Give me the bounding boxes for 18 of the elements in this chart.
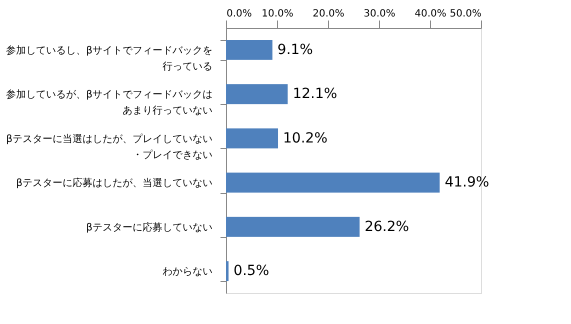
x-tick-label: 0.0% <box>226 8 252 20</box>
x-tick-label: 10.0% <box>262 8 294 20</box>
x-tick-label: 40.0% <box>414 8 446 20</box>
data-label: 10.2% <box>283 130 328 146</box>
y-tick-label: βテスターに応募はしたが、当選していない <box>16 177 212 190</box>
y-tick-label: 参加しているし、βサイトでフィードバックを行っている <box>6 44 212 72</box>
data-label: 26.2% <box>364 218 410 235</box>
y-tick-label: 参加しているが、βサイトでフィードバックはあまり行っていない <box>6 88 212 117</box>
data-label: 9.1% <box>277 42 313 58</box>
x-tick-label: 30.0% <box>364 8 396 20</box>
y-tick-label: βテスターに当選はしたが、プレイしていない・プレイできない <box>6 132 212 161</box>
data-label: 12.1% <box>292 86 338 102</box>
data-label: 0.5% <box>234 263 270 280</box>
x-tick-label: 50.0% <box>450 8 482 20</box>
data-label: 41.9% <box>444 174 490 191</box>
y-tick-label: わからない <box>162 266 212 278</box>
y-tick-label: βテスターに応募していない <box>86 221 212 234</box>
x-tick-label: 20.0% <box>312 8 344 20</box>
